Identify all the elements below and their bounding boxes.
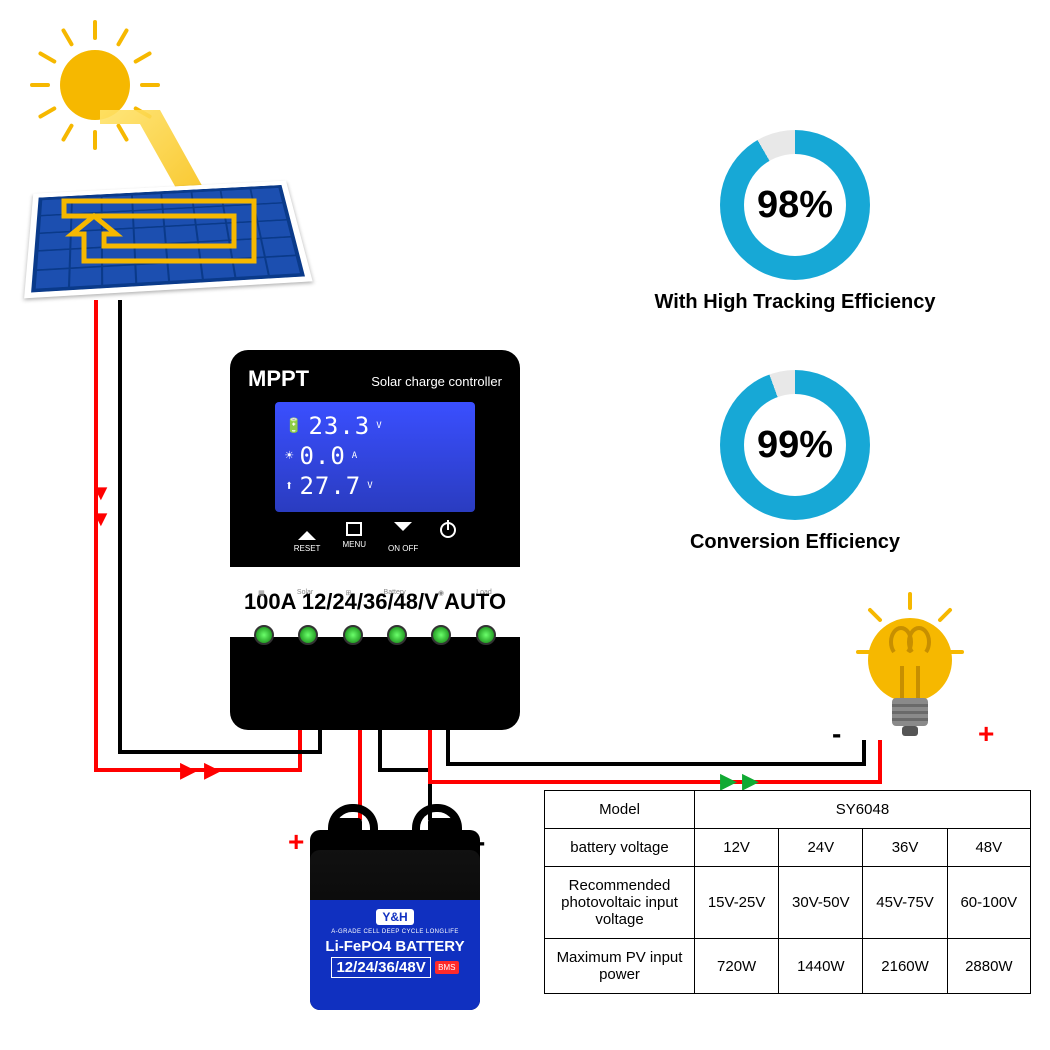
battery-neg-sign: - bbox=[476, 826, 485, 858]
battery-pos-sign: + bbox=[288, 826, 304, 858]
flow-arrow-down: ▼ bbox=[90, 506, 112, 532]
lightbulb-icon bbox=[850, 590, 970, 750]
lcd-value-3: 27.7 bbox=[299, 472, 361, 500]
battery-tagline: A-GRADE CELL DEEP CYCLE LONGLIFE bbox=[314, 929, 476, 935]
efficiency-ring-1: 98% With High Tracking Efficiency bbox=[640, 130, 950, 314]
flow-arrow-down: ▼ bbox=[90, 480, 112, 506]
flow-arrow-right: ▶ bbox=[204, 757, 221, 783]
efficiency-value-1: 98% bbox=[744, 154, 846, 256]
lcd-value-1: 23.3 bbox=[308, 412, 370, 440]
efficiency-value-2: 99% bbox=[744, 394, 846, 496]
table-row: Recommended photovoltaic input voltage 1… bbox=[545, 867, 1031, 939]
battery-name: Li-FePO4 BATTERY bbox=[314, 938, 476, 955]
bulb-neg-sign: - bbox=[832, 718, 841, 750]
table-row: Maximum PV input power 720W 1440W 2160W … bbox=[545, 939, 1031, 994]
table-model-value: SY6048 bbox=[695, 791, 1031, 829]
controller-buttons: RESET MENU ON OFF bbox=[242, 522, 508, 553]
battery-brand: Y&H bbox=[376, 909, 413, 925]
mppt-controller: MPPT Solar charge controller 🔋23.3V ☀0.0… bbox=[230, 350, 520, 730]
battery-bms: BMS bbox=[435, 961, 458, 974]
panel-flow-arrow bbox=[44, 186, 284, 286]
bulb-pos-sign: + bbox=[978, 718, 994, 750]
table-row: battery voltage 12V 24V 36V 48V bbox=[545, 829, 1031, 867]
controller-terminals bbox=[242, 625, 508, 645]
table-model-label: Model bbox=[545, 791, 695, 829]
efficiency-caption-2: Conversion Efficiency bbox=[640, 531, 950, 554]
efficiency-caption-1: With High Tracking Efficiency bbox=[640, 291, 950, 314]
spec-table: Model SY6048 battery voltage 12V 24V 36V… bbox=[544, 790, 1031, 994]
battery-voltage: 12/24/36/48V bbox=[331, 957, 430, 978]
controller-brand: MPPT bbox=[248, 366, 309, 392]
efficiency-ring-2: 99% Conversion Efficiency bbox=[640, 370, 950, 554]
flow-arrow-right: ▶ bbox=[180, 757, 197, 783]
battery: Y&H A-GRADE CELL DEEP CYCLE LONGLIFE Li-… bbox=[300, 810, 490, 1010]
controller-subtitle: Solar charge controller bbox=[371, 374, 502, 389]
lcd-value-2: 0.0 bbox=[299, 442, 345, 470]
lcd-screen: 🔋23.3V ☀0.0A ⬆27.7V bbox=[275, 402, 475, 512]
